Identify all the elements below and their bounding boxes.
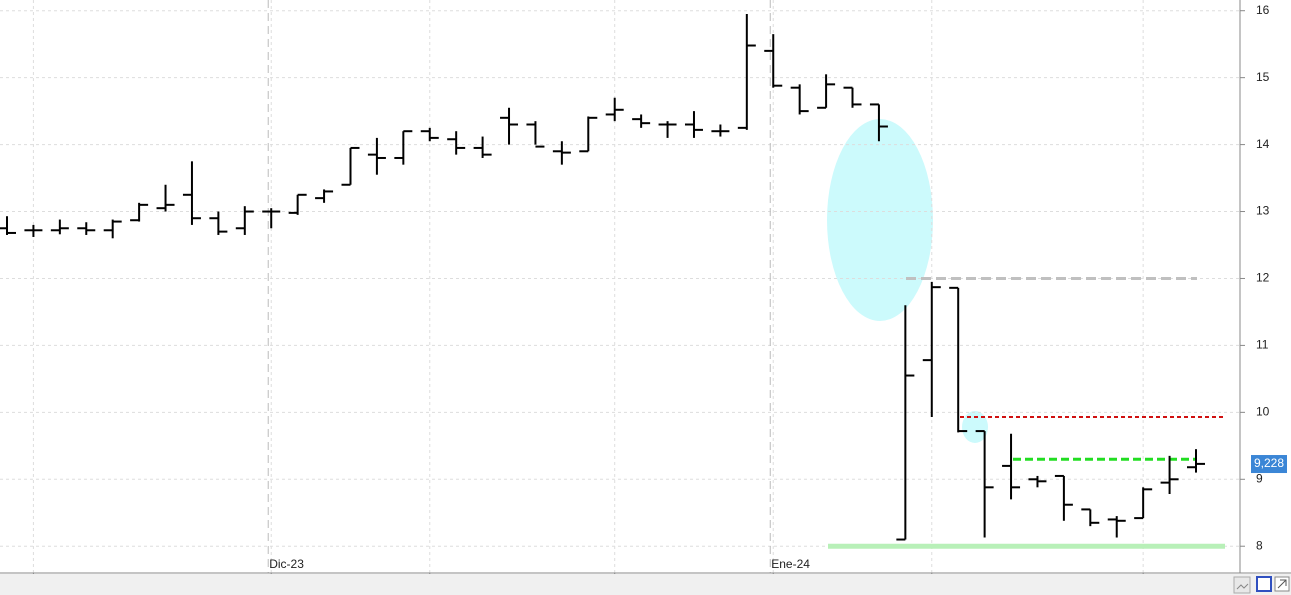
ohlc-bar: [156, 184, 175, 212]
ohlc-bar: [526, 121, 545, 148]
ohlc-bar: [579, 116, 598, 153]
ohlc-bar: [235, 206, 254, 235]
x-axis-strip: [0, 574, 1291, 595]
y-tick-label: 13: [1256, 204, 1270, 218]
ohlc-bar: [209, 211, 228, 235]
ohlc-bar: [1160, 455, 1179, 495]
ohlc-bar: [262, 208, 281, 229]
ohlc-bar: [711, 124, 730, 137]
month-label: Ene-24: [771, 557, 810, 571]
ohlc-bar: [1002, 433, 1021, 500]
month-label: Dic-23: [269, 557, 304, 571]
ohlc-bar: [182, 161, 201, 225]
icon: [1277, 579, 1287, 589]
ohlc-bar: [764, 34, 783, 88]
ohlc-bar: [103, 219, 122, 239]
ohlc-bar: [341, 146, 360, 186]
highlight-ellipse: [962, 411, 988, 443]
ohlc-bar: [420, 127, 439, 142]
ohlc-bar: [1134, 487, 1153, 520]
ohlc-bar: [975, 430, 994, 538]
ohlc-bar: [737, 14, 756, 130]
toolbar-buttons: [1233, 576, 1290, 594]
ohlc-bar: [130, 202, 149, 222]
ohlc-bar: [1028, 475, 1047, 488]
ohlc-bar: [896, 305, 915, 541]
ohlc-bar: [817, 74, 836, 109]
ohlc-bar: [0, 216, 16, 235]
ohlc-bar: [1081, 508, 1100, 527]
ohlc-bar: [367, 137, 386, 175]
ohlc-bar: [658, 121, 677, 138]
ohlc-bar: [473, 136, 492, 158]
ohlc-bar: [922, 281, 941, 418]
y-tick-label: 11: [1256, 338, 1269, 352]
ohlc-bar: [843, 86, 862, 108]
ohlc-bar: [315, 189, 334, 203]
ohlc-bar: [24, 224, 43, 237]
highlight-ellipse: [827, 119, 933, 321]
y-tick-label: 12: [1256, 271, 1270, 285]
save-button[interactable]: [1256, 576, 1272, 592]
collapse-button[interactable]: [1233, 576, 1251, 594]
y-tick-label: 14: [1256, 137, 1270, 151]
last-price-tag: [1251, 455, 1287, 474]
y-tick-label: 10: [1256, 405, 1270, 419]
ohlc-bar: [552, 141, 571, 165]
ohlc-bar: [684, 111, 703, 138]
ohlc-bar: [394, 130, 413, 165]
ohlc-bar: [605, 97, 624, 122]
last-price-label: 9,228: [1254, 456, 1284, 470]
ohlc-bar: [949, 286, 968, 433]
y-tick-label: 16: [1256, 3, 1270, 17]
ohlc-bar: [447, 131, 466, 155]
ohlc-bar: [1107, 516, 1126, 538]
ohlc-bar: [632, 114, 651, 128]
ohlc-bar: [1054, 474, 1073, 521]
ohlc-bar: [790, 84, 809, 115]
icon: [1236, 583, 1249, 590]
y-tick-label: 8: [1256, 538, 1263, 552]
ohlc-bar: [500, 107, 519, 145]
ohlc-bar: [288, 193, 307, 215]
y-tick-label: 15: [1256, 70, 1270, 84]
ohlc-bar: [77, 222, 96, 235]
ohlc-bar: [50, 219, 69, 235]
y-tick-label: 9: [1256, 471, 1263, 485]
ohlc-bar: [869, 103, 888, 142]
ohlc-bar: [1187, 449, 1205, 473]
